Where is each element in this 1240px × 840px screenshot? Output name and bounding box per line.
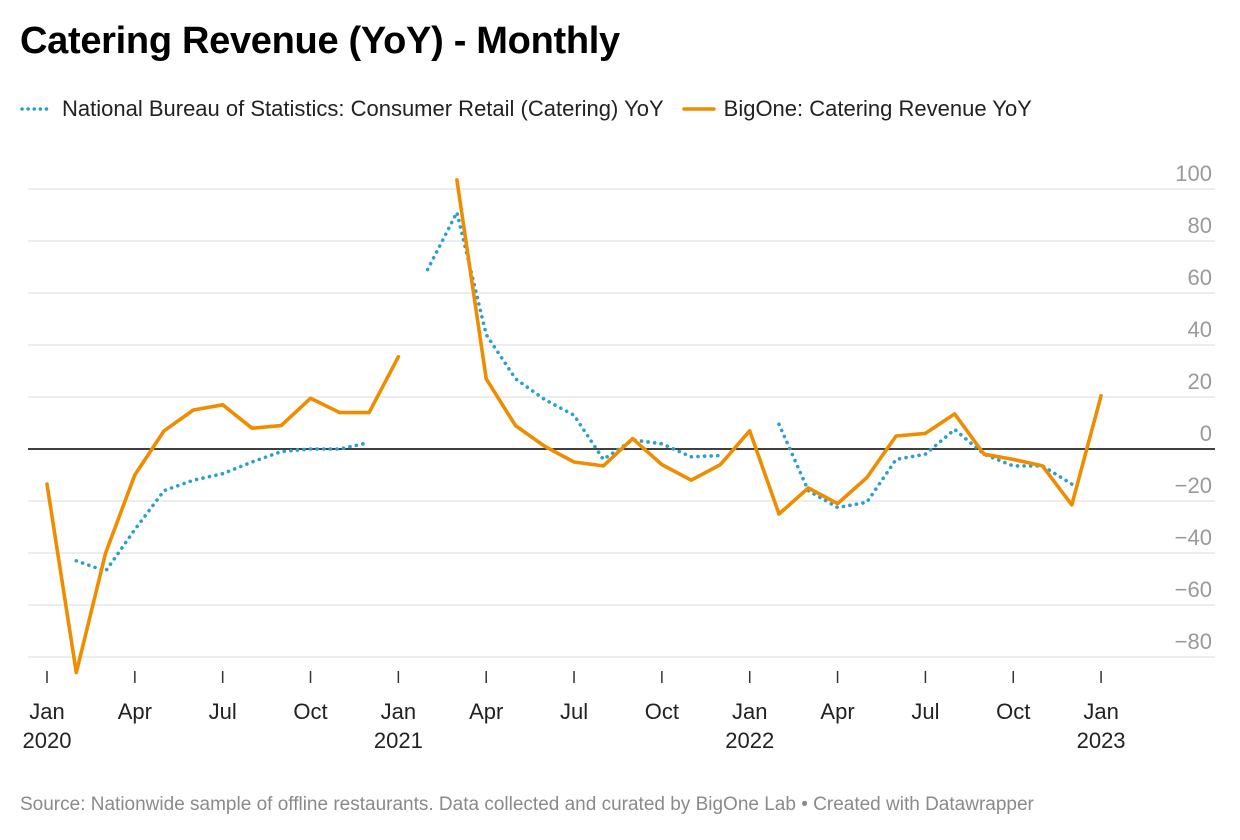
x-tick-label: Oct [293,699,327,724]
series-nbs [74,210,1074,573]
x-year-label: 2023 [1077,728,1126,753]
y-tick-label: 0 [1200,421,1212,446]
x-tick-label: Jan [1083,699,1118,724]
series-line-bigone [455,178,1103,516]
x-year-label: 2022 [725,728,774,753]
series-line-nbs [777,422,1074,510]
x-axis: Jan 2020 Apr Jul Oct Jan 2021 Apr Jul Oct Jan 2022 A… [23,671,1126,753]
y-tick-label: 80 [1188,213,1212,238]
line-chart: 100 80 60 40 20 0 −20 −40 −60 −80 Jan 2020 Apr Jul Oc… [23,161,1215,753]
x-tick-label: Jan [29,699,64,724]
legend-item-nbs: National Bureau of Statistics: Consumer … [20,96,664,122]
legend-item-bigone: BigOne: Catering Revenue YoY [681,96,1032,122]
x-year-label: 2021 [374,728,423,753]
y-tick-label: 60 [1188,265,1212,290]
y-tick-label: −60 [1175,577,1212,602]
x-tick-label: Jul [911,699,939,724]
x-tick-label: Oct [645,699,679,724]
y-tick-label: −20 [1175,473,1212,498]
x-tick-label: Apr [469,699,503,724]
legend-swatch-bigone [681,107,716,111]
x-tick-label: Jul [209,699,237,724]
x-tick-label: Apr [820,699,854,724]
x-tick-label: Oct [996,699,1030,724]
legend-label-bigone: BigOne: Catering Revenue YoY [723,96,1032,121]
series-layer [45,178,1103,675]
y-tick-label: 40 [1188,317,1212,342]
series-line-nbs [425,210,723,462]
legend: National Bureau of Statistics: Consumer … [20,96,1050,122]
y-tick-label: −80 [1175,629,1212,654]
x-year-label: 2020 [23,728,72,753]
y-tick-label: 100 [1175,161,1212,186]
x-tick-label: Apr [118,699,152,724]
chart-title: Catering Revenue (YoY) - Monthly [20,20,620,62]
series-line-nbs [74,440,371,573]
x-tick-label: Jul [560,699,588,724]
legend-swatch-nbs [20,107,54,111]
series-line-bigone [45,354,401,675]
series-bigone [45,178,1103,675]
x-tick-label: Jan [381,699,416,724]
y-tick-label: −40 [1175,525,1212,550]
x-tick-label: Jan [732,699,767,724]
grid-layer [28,188,1215,658]
y-tick-label: 20 [1188,369,1212,394]
legend-label-nbs: National Bureau of Statistics: Consumer … [62,96,664,121]
source-note: Source: Nationwide sample of offline res… [20,794,1034,815]
y-axis-ticks: 100 80 60 40 20 0 −20 −40 −60 −80 [1175,161,1212,654]
